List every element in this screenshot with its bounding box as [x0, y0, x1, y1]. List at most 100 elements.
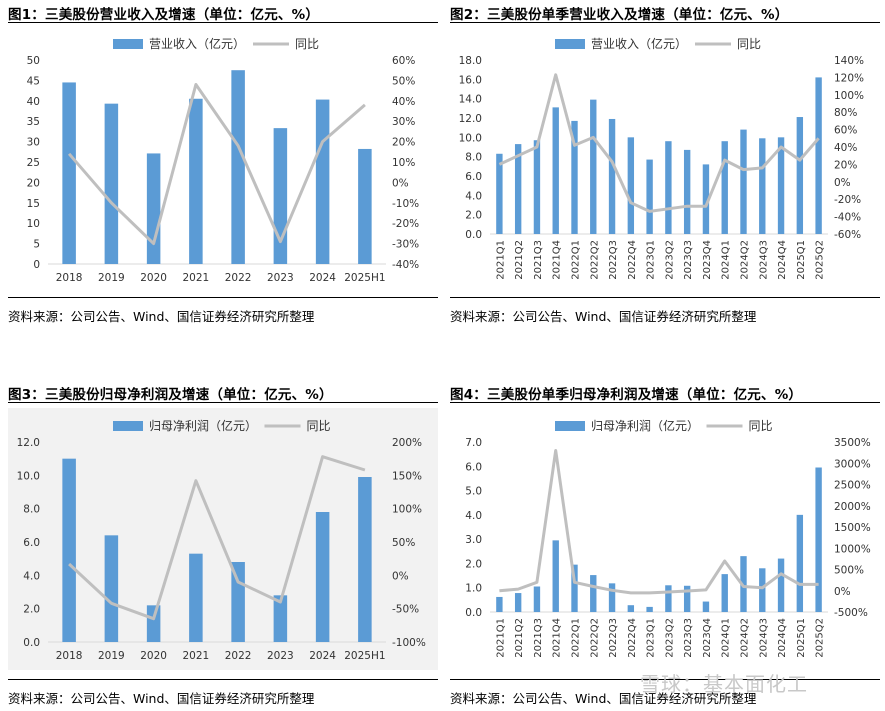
- bar-2025Q2: [815, 467, 822, 612]
- bar-2024Q1: [721, 574, 728, 612]
- bar-2022Q4: [627, 137, 635, 234]
- x-tick-label: 2021Q3: [533, 240, 544, 280]
- y-tick-label-left: 50: [27, 55, 40, 67]
- x-tick-label: 2020: [140, 272, 167, 284]
- bar-2021Q4: [552, 107, 559, 234]
- panel-profit-annual: 图3：三美股份归母净利润及增速（单位：亿元、%） 归母净利润（亿元） 同比 0.0 2…: [8, 380, 438, 711]
- y-tick-label-left: 2.0: [465, 210, 482, 222]
- bar-2021Q3: [533, 140, 541, 234]
- bar-2022: [231, 70, 245, 264]
- legend-swatch-bar: [555, 39, 585, 49]
- bar-2024Q4: [777, 558, 785, 612]
- y-tick-label-right: 30%: [392, 116, 415, 128]
- y-tick-label-left: 14.0: [459, 94, 482, 106]
- divider: [450, 297, 880, 298]
- y-tick-label-left: 0.0: [23, 637, 40, 649]
- x-tick-label: 2022Q2: [589, 240, 600, 280]
- y-tick-label-right: 0%: [834, 586, 851, 598]
- x-tick-label: 2024Q4: [777, 240, 788, 280]
- panel-profit-quarterly: 图4：三美股份单季归母净利润及增速（单位：亿元、%） 归母净利润（亿元） 同比 0.…: [450, 380, 880, 711]
- x-tick-label: 2022Q2: [589, 618, 600, 658]
- x-tick-label: 2019: [98, 650, 125, 662]
- bar-2023Q4: [702, 164, 710, 234]
- y-tick-label-right: 100%: [834, 90, 864, 102]
- x-tick-label: 2021Q2: [514, 618, 525, 658]
- bar-2021: [189, 553, 203, 642]
- bar-2023Q3: [683, 149, 691, 234]
- legend-label-bar: 营业收入（亿元）: [591, 36, 687, 51]
- y-tick-label-right: 100%: [392, 504, 422, 516]
- y-tick-label-right: -50%: [392, 604, 419, 616]
- x-tick-label: 2022: [225, 272, 252, 284]
- y-tick-label-right: 40%: [834, 142, 857, 154]
- y-tick-label-right: 1000%: [834, 543, 871, 555]
- bar-2021Q4: [552, 540, 559, 612]
- y-tick-label-left: 10.0: [459, 132, 482, 144]
- y-tick-label-right: 40%: [392, 96, 415, 108]
- divider: [450, 402, 880, 403]
- y-tick-label-left: 16.0: [459, 74, 482, 86]
- legend-swatch-bar: [113, 421, 143, 431]
- series-line-yoy: [499, 449, 819, 595]
- y-tick-label-left: 1.0: [465, 583, 482, 595]
- x-tick-label: 2025Q2: [815, 240, 826, 280]
- x-tick-label: 2021Q2: [514, 240, 525, 280]
- bar-2023Q2: [665, 585, 672, 612]
- bar-2022Q2: [590, 99, 597, 234]
- x-tick-label: 2022Q4: [627, 240, 638, 280]
- bar-2023Q4: [702, 601, 710, 612]
- chart-area: 归母净利润（亿元） 同比 0.0 2.0 4.0 6.0 8.0 10.0 12.0 -100% -…: [8, 408, 438, 670]
- x-tick-label: 2024Q3: [758, 240, 769, 280]
- x-tick-label: 2023: [267, 650, 294, 662]
- y-tick-label-right: -20%: [834, 194, 861, 206]
- y-tick-label-right: 20%: [834, 159, 857, 171]
- x-tick-label: 2023Q4: [702, 240, 713, 280]
- bar-2021Q1: [496, 596, 503, 612]
- y-tick-label-left: 10: [27, 218, 40, 230]
- bar-2025H1: [358, 477, 372, 642]
- x-tick-label: 2025Q2: [815, 618, 826, 658]
- x-tick-label: 2021Q4: [552, 618, 563, 658]
- source-note: 资料来源：公司公告、Wind、国信证券经济研究所整理: [450, 309, 757, 324]
- y-tick-label-right: 120%: [834, 72, 864, 84]
- x-tick-label: 2023Q2: [664, 618, 675, 658]
- x-tick-label: 2019: [98, 272, 125, 284]
- y-tick-label-right: 50%: [392, 537, 415, 549]
- x-tick-label: 2022Q1: [571, 618, 582, 658]
- bar-2024Q2: [740, 129, 747, 234]
- y-tick-label-right: 500%: [834, 565, 864, 577]
- x-tick-label: 2022Q3: [608, 240, 619, 280]
- y-tick-label-right: 200%: [392, 437, 422, 449]
- x-tick-label: 2024Q2: [740, 240, 751, 280]
- bar-2023Q2: [665, 141, 672, 234]
- bar-2022Q3: [608, 583, 616, 612]
- x-tick-label: 2024: [309, 650, 336, 662]
- legend-label-bar: 营业收入（亿元）: [149, 36, 245, 51]
- x-tick-label: 2024Q1: [721, 618, 732, 658]
- bar-2025Q1: [796, 514, 804, 612]
- legend-label-line: 同比: [307, 419, 331, 433]
- x-tick-label: 2021: [183, 650, 210, 662]
- bar-2022Q2: [590, 575, 597, 612]
- bar-2020: [146, 153, 161, 264]
- bar-2023Q1: [646, 159, 653, 234]
- x-tick-label: 2024Q2: [740, 618, 751, 658]
- legend: 归母净利润（亿元） 同比: [555, 418, 773, 433]
- x-tick-label: 2024Q1: [721, 240, 732, 280]
- bar-2022Q4: [627, 605, 635, 612]
- y-tick-label-left: 3.0: [465, 534, 482, 546]
- y-tick-label-left: 10.0: [17, 470, 40, 482]
- bar-2024Q3: [759, 138, 766, 234]
- y-tick-label-right: 2500%: [834, 480, 871, 492]
- y-tick-label-left: 6.0: [465, 461, 482, 473]
- x-tick-label: 2023Q3: [683, 240, 694, 280]
- x-tick-label: 2023Q2: [664, 240, 675, 280]
- series-line-yoy: [67, 83, 366, 246]
- y-tick-label-left: 18.0: [459, 55, 482, 67]
- x-tick-label: 2025Q1: [796, 618, 807, 658]
- divider: [8, 22, 438, 23]
- legend: 营业收入（亿元） 同比: [113, 36, 319, 51]
- y-tick-label-right: 0%: [392, 570, 409, 582]
- x-tick-label: 2021Q4: [552, 240, 563, 280]
- legend-label-line: 同比: [295, 37, 319, 51]
